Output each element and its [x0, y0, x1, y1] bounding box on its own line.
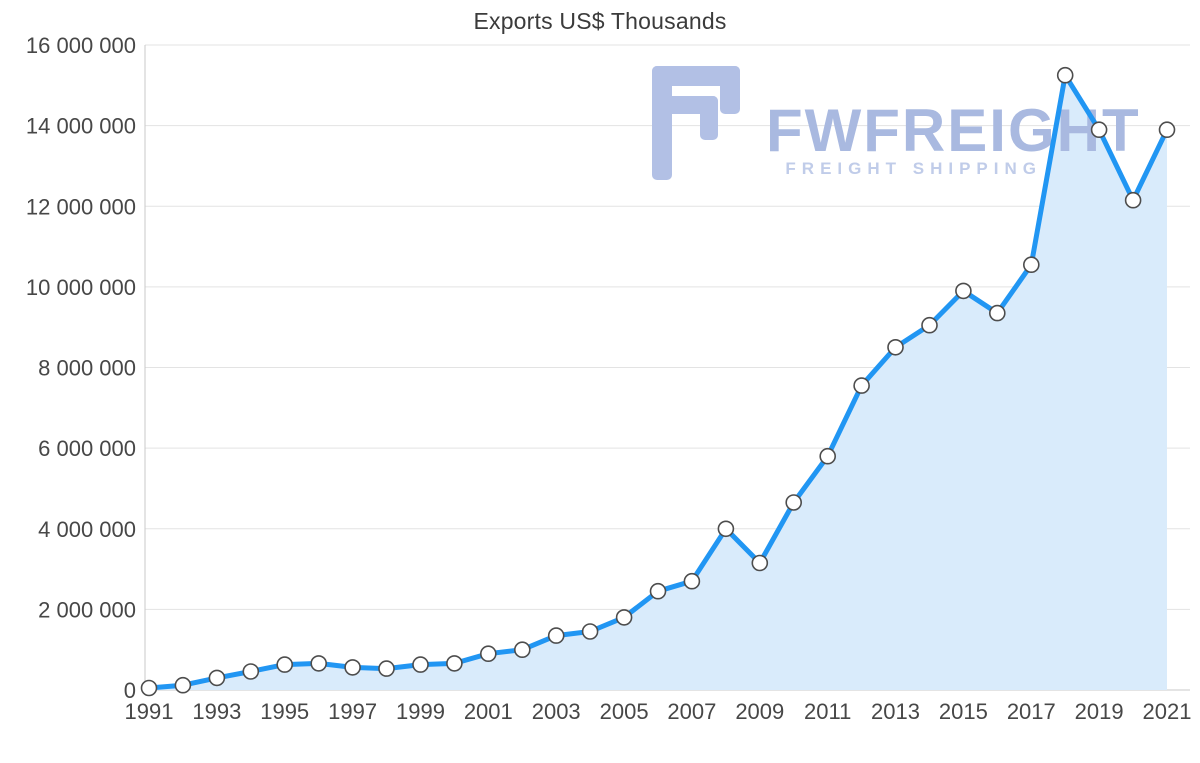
- x-axis-tick-label: 1991: [125, 699, 174, 724]
- x-axis-tick-label: 2019: [1075, 699, 1124, 724]
- x-axis-tick-label: 2011: [804, 699, 851, 724]
- data-point-marker: [683, 572, 701, 590]
- y-axis-tick-label: 6 000 000: [38, 436, 136, 461]
- data-point-marker: [649, 582, 667, 600]
- y-axis-tick-label: 12 000 000: [26, 194, 136, 219]
- y-axis-tick-label: 4 000 000: [38, 517, 136, 542]
- data-point-marker: [412, 656, 429, 673]
- data-point-marker: [785, 494, 803, 511]
- watermark-tagline-text: FREIGHT SHIPPING: [785, 159, 1042, 178]
- chart-title: Exports US$ Thousands: [473, 8, 727, 34]
- data-point-marker: [513, 641, 531, 659]
- watermark: FWFREIGHT FREIGHT SHIPPING: [652, 66, 1141, 180]
- data-point-marker: [717, 520, 735, 538]
- x-axis-tick-label: 2013: [871, 699, 920, 724]
- data-point-marker: [378, 660, 395, 677]
- data-point-marker: [581, 623, 599, 640]
- logo-shape: [700, 96, 718, 140]
- data-point-marker: [344, 659, 361, 676]
- data-point-marker: [751, 554, 769, 572]
- x-axis-tick-label: 2015: [939, 699, 988, 724]
- y-axis-tick-label: 14 000 000: [26, 114, 136, 139]
- data-point-marker: [615, 609, 633, 626]
- data-point-marker: [242, 663, 260, 680]
- data-point-marker: [276, 656, 294, 673]
- x-axis-tick-label: 1993: [192, 699, 241, 724]
- data-point-marker: [955, 282, 972, 300]
- data-point-marker: [1023, 256, 1040, 274]
- logo-shape: [652, 66, 672, 180]
- watermark-brand-text: FWFREIGHT: [766, 97, 1141, 164]
- x-axis-tick-label: 2001: [464, 699, 513, 724]
- x-axis-tick-label: 2007: [667, 699, 716, 724]
- x-axis-tick-label: 1995: [260, 699, 309, 724]
- data-point-marker: [921, 316, 938, 334]
- data-point-marker: [1090, 121, 1108, 138]
- data-point-marker: [1124, 191, 1142, 209]
- x-axis-tick-label: 2003: [532, 699, 581, 724]
- data-point-marker: [310, 655, 328, 672]
- data-point-marker: [479, 645, 497, 663]
- data-point-marker: [547, 627, 565, 644]
- data-point-marker: [174, 676, 192, 694]
- data-point-marker: [1158, 121, 1176, 138]
- y-axis-tick-label: 8 000 000: [38, 356, 136, 381]
- logo-shape: [652, 66, 740, 86]
- x-axis-tick-label: 1999: [396, 699, 445, 724]
- data-point-marker: [140, 679, 158, 697]
- data-point-marker: [208, 669, 226, 687]
- data-point-marker: [853, 377, 870, 394]
- series-area-fill: [149, 75, 1167, 690]
- data-point-marker: [819, 447, 837, 465]
- data-point-marker: [1056, 66, 1074, 84]
- y-axis-tick-label: 16 000 000: [26, 33, 136, 58]
- y-axis-tick-label: 0: [124, 678, 136, 703]
- data-point-marker: [446, 655, 463, 672]
- x-axis-tick-label: 2021: [1143, 699, 1192, 724]
- x-axis-tick-label: 2017: [1007, 699, 1056, 724]
- data-point-marker: [988, 304, 1006, 322]
- y-axis-tick-label: 10 000 000: [26, 275, 136, 300]
- x-axis-tick-label: 1997: [328, 699, 377, 724]
- x-axis-tick-label: 2005: [600, 699, 649, 724]
- x-axis-tick-label: 2009: [735, 699, 784, 724]
- logo-shape: [720, 66, 740, 114]
- y-axis-tick-label: 2 000 000: [38, 597, 136, 622]
- data-point-marker: [887, 338, 904, 356]
- brand-logo-icon: [652, 66, 740, 180]
